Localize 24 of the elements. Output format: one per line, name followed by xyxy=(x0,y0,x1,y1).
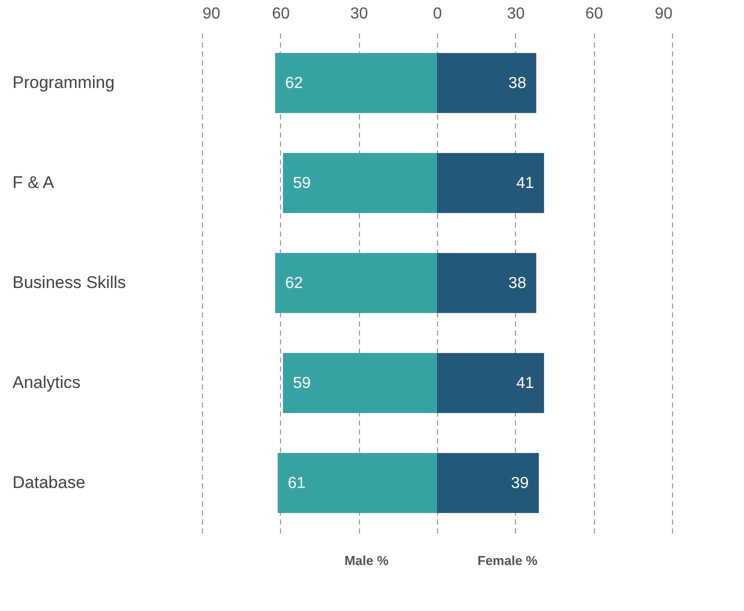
x-tick-label: 90 xyxy=(654,6,673,22)
data-label: 41 xyxy=(516,375,534,392)
x-tick-label: 0 xyxy=(433,6,442,22)
data-label: 62 xyxy=(285,275,304,292)
data-label: 41 xyxy=(516,175,534,192)
data-label: 59 xyxy=(292,375,311,392)
y-tick-label: Business Skills xyxy=(12,273,126,292)
data-label: 38 xyxy=(508,275,526,292)
text: Female % xyxy=(478,553,538,568)
text: Male % xyxy=(344,553,389,568)
data-label: 61 xyxy=(288,475,306,492)
data-label: 62 xyxy=(285,75,304,92)
data-label: 38 xyxy=(508,75,526,92)
x-tick-label: 30 xyxy=(506,6,525,22)
x-tick-label: 30 xyxy=(350,6,368,22)
y-tick-label: Database xyxy=(12,473,86,492)
x-tick-label: 60 xyxy=(272,6,290,22)
x-tick-label: 60 xyxy=(585,6,604,22)
x-tick-label: 90 xyxy=(202,6,220,22)
y-tick-label: Programming xyxy=(12,73,115,92)
data-label: 39 xyxy=(511,475,529,492)
y-tick-label: Analytics xyxy=(12,373,81,392)
data-label: 59 xyxy=(292,175,311,192)
y-tick-label: F & A xyxy=(12,173,55,192)
